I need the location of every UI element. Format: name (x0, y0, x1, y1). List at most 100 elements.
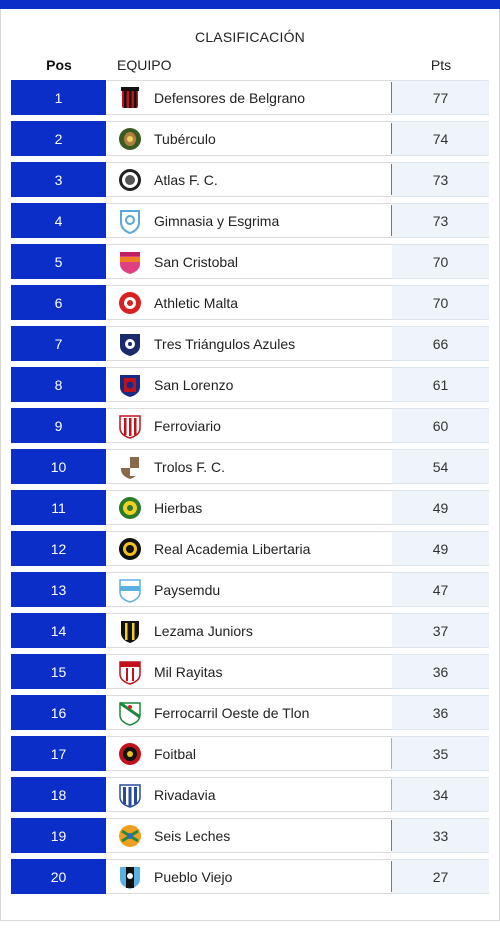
team-cell[interactable]: Paysemdu (107, 572, 392, 607)
team-name[interactable]: Tubérculo (154, 130, 216, 147)
team-cell[interactable]: San Cristobal (107, 244, 392, 279)
team-name[interactable]: Trolos F. C. (154, 458, 226, 475)
position-cell: 19 (11, 818, 106, 853)
team-name[interactable]: Atlas F. C. (154, 171, 218, 188)
atlas-crest-icon (119, 168, 141, 191)
foitbal-crest-icon (119, 742, 141, 765)
team-cell[interactable]: Seis Leches (107, 818, 392, 853)
header-pts: Pts (430, 57, 452, 73)
position-cell: 16 (11, 695, 106, 730)
team-cell[interactable]: Mil Rayitas (107, 654, 392, 689)
points-cell: 61 (392, 367, 489, 402)
table-row[interactable]: 11 Hierbas 49 (11, 490, 489, 525)
team-cell[interactable]: Ferrocarril Oeste de Tlon (107, 695, 392, 730)
tuberculo-crest-icon (119, 127, 141, 150)
defensores-crest-icon (121, 86, 139, 108)
team-cell[interactable]: San Lorenzo (107, 367, 392, 402)
points-cell: 47 (392, 572, 489, 607)
team-name[interactable]: Foitbal (154, 745, 197, 762)
hierbas-crest-icon (119, 496, 141, 519)
pueblo-viejo-crest-icon (120, 866, 140, 889)
table-row[interactable]: 6 Athletic Malta 70 (11, 285, 489, 320)
table-row[interactable]: 20 Pueblo Viejo 27 (11, 859, 489, 894)
mil-rayitas-crest-icon (119, 660, 141, 685)
team-cell[interactable]: Rivadavia (107, 777, 392, 812)
team-name[interactable]: Defensores de Belgrano (154, 89, 305, 106)
team-cell[interactable]: Tres Triángulos Azules (107, 326, 392, 361)
table-row[interactable]: 3 Atlas F. C. 73 (11, 162, 489, 197)
position-cell: 6 (11, 285, 106, 320)
team-name[interactable]: Mil Rayitas (154, 663, 223, 680)
table-row[interactable]: 19 Seis Leches 33 (11, 818, 489, 853)
team-cell[interactable]: Athletic Malta (107, 285, 392, 320)
points-cell: 36 (392, 695, 489, 730)
team-name[interactable]: Hierbas (154, 499, 203, 516)
team-name[interactable]: Ferrocarril Oeste de Tlon (154, 704, 310, 721)
header-pos: Pos (46, 57, 72, 73)
team-cell[interactable]: Ferroviario (107, 408, 392, 443)
team-cell[interactable]: Trolos F. C. (107, 449, 392, 484)
athletic-malta-crest-icon (119, 291, 141, 314)
points-cell: 70 (392, 285, 489, 320)
table-row[interactable]: 10 Trolos F. C. 54 (11, 449, 489, 484)
team-name[interactable]: Athletic Malta (154, 294, 239, 311)
points-cell: 70 (392, 244, 489, 279)
table-row[interactable]: 18 Rivadavia 34 (11, 777, 489, 812)
position-cell: 10 (11, 449, 106, 484)
table-row[interactable]: 1 Defensores de Belgrano 77 (11, 80, 489, 115)
real-academia-crest-icon (119, 537, 141, 560)
team-name[interactable]: Lezama Juniors (154, 622, 253, 639)
table-row[interactable]: 9 Ferroviario 60 (11, 408, 489, 443)
seis-leches-crest-icon (119, 824, 141, 847)
team-name[interactable]: Paysemdu (154, 581, 221, 598)
points-cell: 77 (392, 80, 489, 115)
position-cell: 2 (11, 121, 106, 156)
points-cell: 73 (392, 162, 489, 197)
team-cell[interactable]: Lezama Juniors (107, 613, 392, 648)
table-row[interactable]: 13 Paysemdu 47 (11, 572, 489, 607)
team-cell[interactable]: Defensores de Belgrano (107, 80, 392, 115)
table-row[interactable]: 15 Mil Rayitas 36 (11, 654, 489, 689)
header-team: EQUIPO (117, 57, 172, 73)
table-row[interactable]: 5 San Cristobal 70 (11, 244, 489, 279)
table-row[interactable]: 8 San Lorenzo 61 (11, 367, 489, 402)
rivadavia-crest-icon (119, 783, 141, 808)
team-name[interactable]: Seis Leches (154, 827, 231, 844)
lezama-crest-icon (121, 620, 139, 643)
team-name[interactable]: San Lorenzo (154, 376, 234, 393)
team-name[interactable]: Real Academia Libertaria (154, 540, 311, 557)
team-name[interactable]: Pueblo Viejo (154, 868, 233, 885)
points-cell: 37 (392, 613, 489, 648)
table-row[interactable]: 17 Foitbal 35 (11, 736, 489, 771)
team-name[interactable]: Rivadavia (154, 786, 216, 803)
team-cell[interactable]: Hierbas (107, 490, 392, 525)
table-row[interactable]: 2 Tubérculo 74 (11, 121, 489, 156)
position-cell: 18 (11, 777, 106, 812)
position-cell: 4 (11, 203, 106, 238)
team-cell[interactable]: Pueblo Viejo (107, 859, 392, 894)
team-name[interactable]: Tres Triángulos Azules (154, 335, 296, 352)
team-cell[interactable]: Tubérculo (107, 121, 392, 156)
team-name[interactable]: San Cristobal (154, 253, 239, 270)
position-cell: 9 (11, 408, 106, 443)
points-cell: 54 (392, 449, 489, 484)
table-row[interactable]: 7 Tres Triángulos Azules 66 (11, 326, 489, 361)
team-name[interactable]: Gimnasia y Esgrima (154, 212, 280, 229)
table-row[interactable]: 16 Ferrocarril Oeste de Tlon 36 (11, 695, 489, 730)
team-cell[interactable]: Gimnasia y Esgrima (107, 203, 392, 238)
position-cell: 3 (11, 162, 106, 197)
team-cell[interactable]: Atlas F. C. (107, 162, 392, 197)
team-cell[interactable]: Foitbal (107, 736, 392, 771)
table-row[interactable]: 12 Real Academia Libertaria 49 (11, 531, 489, 566)
position-cell: 8 (11, 367, 106, 402)
team-name[interactable]: Ferroviario (154, 417, 221, 434)
points-cell: 73 (392, 203, 489, 238)
position-cell: 14 (11, 613, 106, 648)
page-title: CLASIFICACIÓN (195, 29, 305, 45)
position-cell: 11 (11, 490, 106, 525)
position-cell: 17 (11, 736, 106, 771)
ferroviario-crest-icon (119, 414, 141, 439)
table-row[interactable]: 14 Lezama Juniors 37 (11, 613, 489, 648)
table-row[interactable]: 4 Gimnasia y Esgrima 73 (11, 203, 489, 238)
team-cell[interactable]: Real Academia Libertaria (107, 531, 392, 566)
